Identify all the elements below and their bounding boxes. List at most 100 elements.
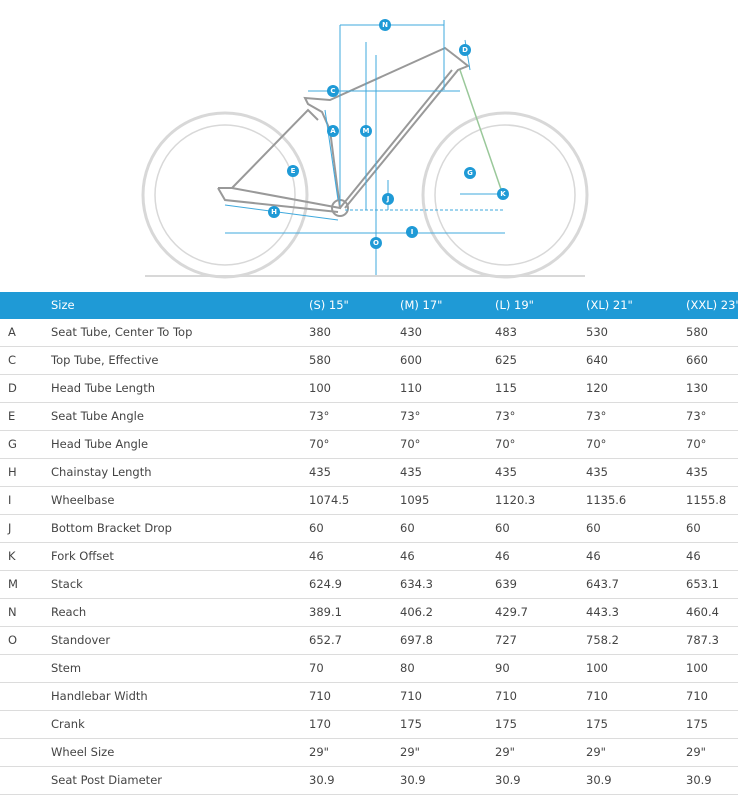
table-row: J Bottom Bracket Drop 60 60 60 60 60 xyxy=(0,515,738,543)
value-cell: 1120.3 xyxy=(495,493,536,507)
value-cell: 653.1 xyxy=(686,577,719,591)
row-name: Head Tube Angle xyxy=(51,437,149,451)
value-cell: 652.7 xyxy=(309,633,342,647)
value-cell: 100 xyxy=(586,661,608,675)
header-cell: (XL) 21" xyxy=(586,298,633,312)
value-cell: 70 xyxy=(309,661,324,675)
label-badge xyxy=(406,226,418,238)
table-row: Wheel Size 29" 29" 29" 29" 29" xyxy=(0,739,738,767)
row-name: Fork Offset xyxy=(51,549,114,563)
value-cell: 1155.8 xyxy=(686,493,727,507)
header-row: Size (S) 15" (M) 17" (L) 19" (XL) 21" (XXL) 2… xyxy=(0,292,738,319)
value-cell: 530 xyxy=(586,325,608,339)
value-cell: 710 xyxy=(586,689,608,703)
table-row: D Head Tube Length 100 110 115 120 130 xyxy=(0,375,738,403)
row-letter: O xyxy=(8,633,18,647)
value-cell: 697.8 xyxy=(400,633,433,647)
dimension-label: A xyxy=(330,127,336,135)
table-row: Seat Post Diameter 30.9 30.9 30.9 30.9 30.9 xyxy=(0,767,738,795)
value-cell: 60 xyxy=(586,521,601,535)
label-badge xyxy=(370,237,382,249)
value-cell: 73° xyxy=(586,409,607,423)
value-cell: 634.3 xyxy=(400,577,433,591)
value-cell: 46 xyxy=(686,549,701,563)
header-cell: (L) 19" xyxy=(495,298,534,312)
row-letter: E xyxy=(8,409,16,423)
value-cell: 30.9 xyxy=(400,773,426,787)
value-cell: 73° xyxy=(400,409,421,423)
table-row: K Fork Offset 46 46 46 46 46 xyxy=(0,543,738,571)
value-cell: 73° xyxy=(686,409,707,423)
row-name: Seat Post Diameter xyxy=(51,773,162,787)
value-cell: 29" xyxy=(495,745,515,759)
value-cell: 70° xyxy=(586,437,607,451)
value-cell: 90 xyxy=(495,661,510,675)
geometry-diagram: N D C M A E G K H J I O xyxy=(141,19,589,279)
table-row: O Standover 652.7 697.8 727 758.2 787.3 xyxy=(0,627,738,655)
row-letter: D xyxy=(8,381,17,395)
value-cell: 758.2 xyxy=(586,633,619,647)
value-cell: 710 xyxy=(686,689,708,703)
label-badge xyxy=(379,19,391,31)
value-cell: 130 xyxy=(686,381,708,395)
value-cell: 120 xyxy=(586,381,608,395)
value-cell: 727 xyxy=(495,633,517,647)
value-cell: 46 xyxy=(400,549,415,563)
value-cell: 73° xyxy=(309,409,330,423)
value-cell: 46 xyxy=(309,549,324,563)
value-cell: 70° xyxy=(495,437,516,451)
value-cell: 406.2 xyxy=(400,605,433,619)
row-letter: G xyxy=(8,437,17,451)
row-letter: J xyxy=(8,521,12,535)
value-cell: 175 xyxy=(400,717,422,731)
value-cell: 60 xyxy=(686,521,701,535)
value-cell: 70° xyxy=(686,437,707,451)
label-badge xyxy=(287,165,299,177)
dimension-label: C xyxy=(330,87,335,95)
row-name: Stack xyxy=(51,577,83,591)
label-badge xyxy=(327,85,339,97)
header-cell: (S) 15" xyxy=(309,298,349,312)
label-badge xyxy=(464,167,476,179)
value-cell: 389.1 xyxy=(309,605,342,619)
row-name: Wheelbase xyxy=(51,493,115,507)
row-name: Handlebar Width xyxy=(51,689,148,703)
value-cell: 660 xyxy=(686,353,708,367)
value-cell: 175 xyxy=(686,717,708,731)
label-badge xyxy=(360,125,372,137)
dimension-label: E xyxy=(291,167,296,175)
row-name: Head Tube Length xyxy=(51,381,155,395)
dimension-label: K xyxy=(500,190,506,198)
row-name: Stem xyxy=(51,661,82,675)
row-letter: K xyxy=(8,549,16,563)
value-cell: 175 xyxy=(495,717,517,731)
value-cell: 30.9 xyxy=(586,773,612,787)
label-badge xyxy=(497,188,509,200)
row-name: Chainstay Length xyxy=(51,465,152,479)
value-cell: 29" xyxy=(400,745,420,759)
geometry-table: Size (S) 15" (M) 17" (L) 19" (XL) 21" (XXL) 2… xyxy=(0,292,738,795)
label-badge xyxy=(459,44,471,56)
value-cell: 100 xyxy=(686,661,708,675)
value-cell: 600 xyxy=(400,353,422,367)
value-cell: 1095 xyxy=(400,493,430,507)
row-letter: C xyxy=(8,353,17,367)
table-row: M Stack 624.9 634.3 639 643.7 653.1 xyxy=(0,571,738,599)
value-cell: 430 xyxy=(400,325,422,339)
value-cell: 70° xyxy=(309,437,330,451)
value-cell: 115 xyxy=(495,381,517,395)
value-cell: 70° xyxy=(400,437,421,451)
dimension-label: O xyxy=(373,239,379,247)
value-cell: 60 xyxy=(309,521,324,535)
row-name: Top Tube, Effective xyxy=(51,353,159,367)
label-badge xyxy=(268,206,280,218)
value-cell: 640 xyxy=(586,353,608,367)
value-cell: 100 xyxy=(309,381,331,395)
table-row: E Seat Tube Angle 73° 73° 73° 73° 73° xyxy=(0,403,738,431)
value-cell: 435 xyxy=(309,465,331,479)
row-name: Seat Tube, Center To Top xyxy=(51,325,193,339)
header-cell: (XXL) 23" xyxy=(686,298,738,312)
table-row: A Seat Tube, Center To Top 380 430 483 530 580 xyxy=(0,319,738,347)
value-cell: 460.4 xyxy=(686,605,719,619)
value-cell: 60 xyxy=(495,521,510,535)
